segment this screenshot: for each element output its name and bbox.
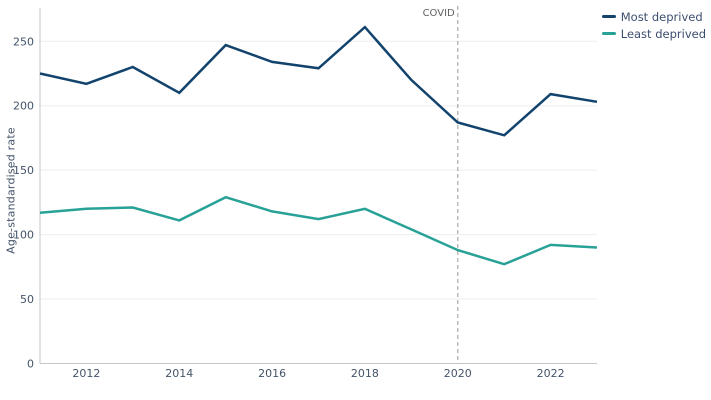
x-tick-label-2022: 2022 [537, 367, 565, 380]
y-tick-label-150: 150 [13, 164, 34, 177]
legend-label-most-deprived: Most deprived [620, 9, 703, 24]
legend-line-swatch-most-deprived [601, 15, 616, 18]
x-tick-label-2016: 2016 [258, 367, 286, 380]
legend-label-least-deprived: Least deprived [620, 26, 706, 41]
y-tick-label-50: 50 [20, 293, 34, 306]
legend-item-most-deprived: Most deprived [601, 9, 706, 24]
legend: Most deprived Least deprived [601, 9, 706, 41]
y-axis-title: Age-standardised rate [4, 127, 18, 254]
series-line-most-deprived [39, 25, 598, 137]
y-tick-label-0: 0 [27, 358, 34, 371]
y-tick-label-200: 200 [13, 100, 34, 113]
legend-item-least-deprived: Least deprived [601, 26, 706, 41]
series-line-least-deprived [39, 195, 598, 266]
x-tick-label-2018: 2018 [351, 367, 379, 380]
x-tick-label-2014: 2014 [165, 367, 193, 380]
y-tick-label-250: 250 [13, 35, 34, 48]
legend-line-swatch-least-deprived [601, 32, 616, 35]
y-tick-label-100: 100 [13, 229, 34, 242]
x-tick-label-2012: 2012 [72, 367, 100, 380]
covid-annotation-label: COVID [423, 8, 455, 19]
x-tick-label-2020: 2020 [444, 367, 472, 380]
